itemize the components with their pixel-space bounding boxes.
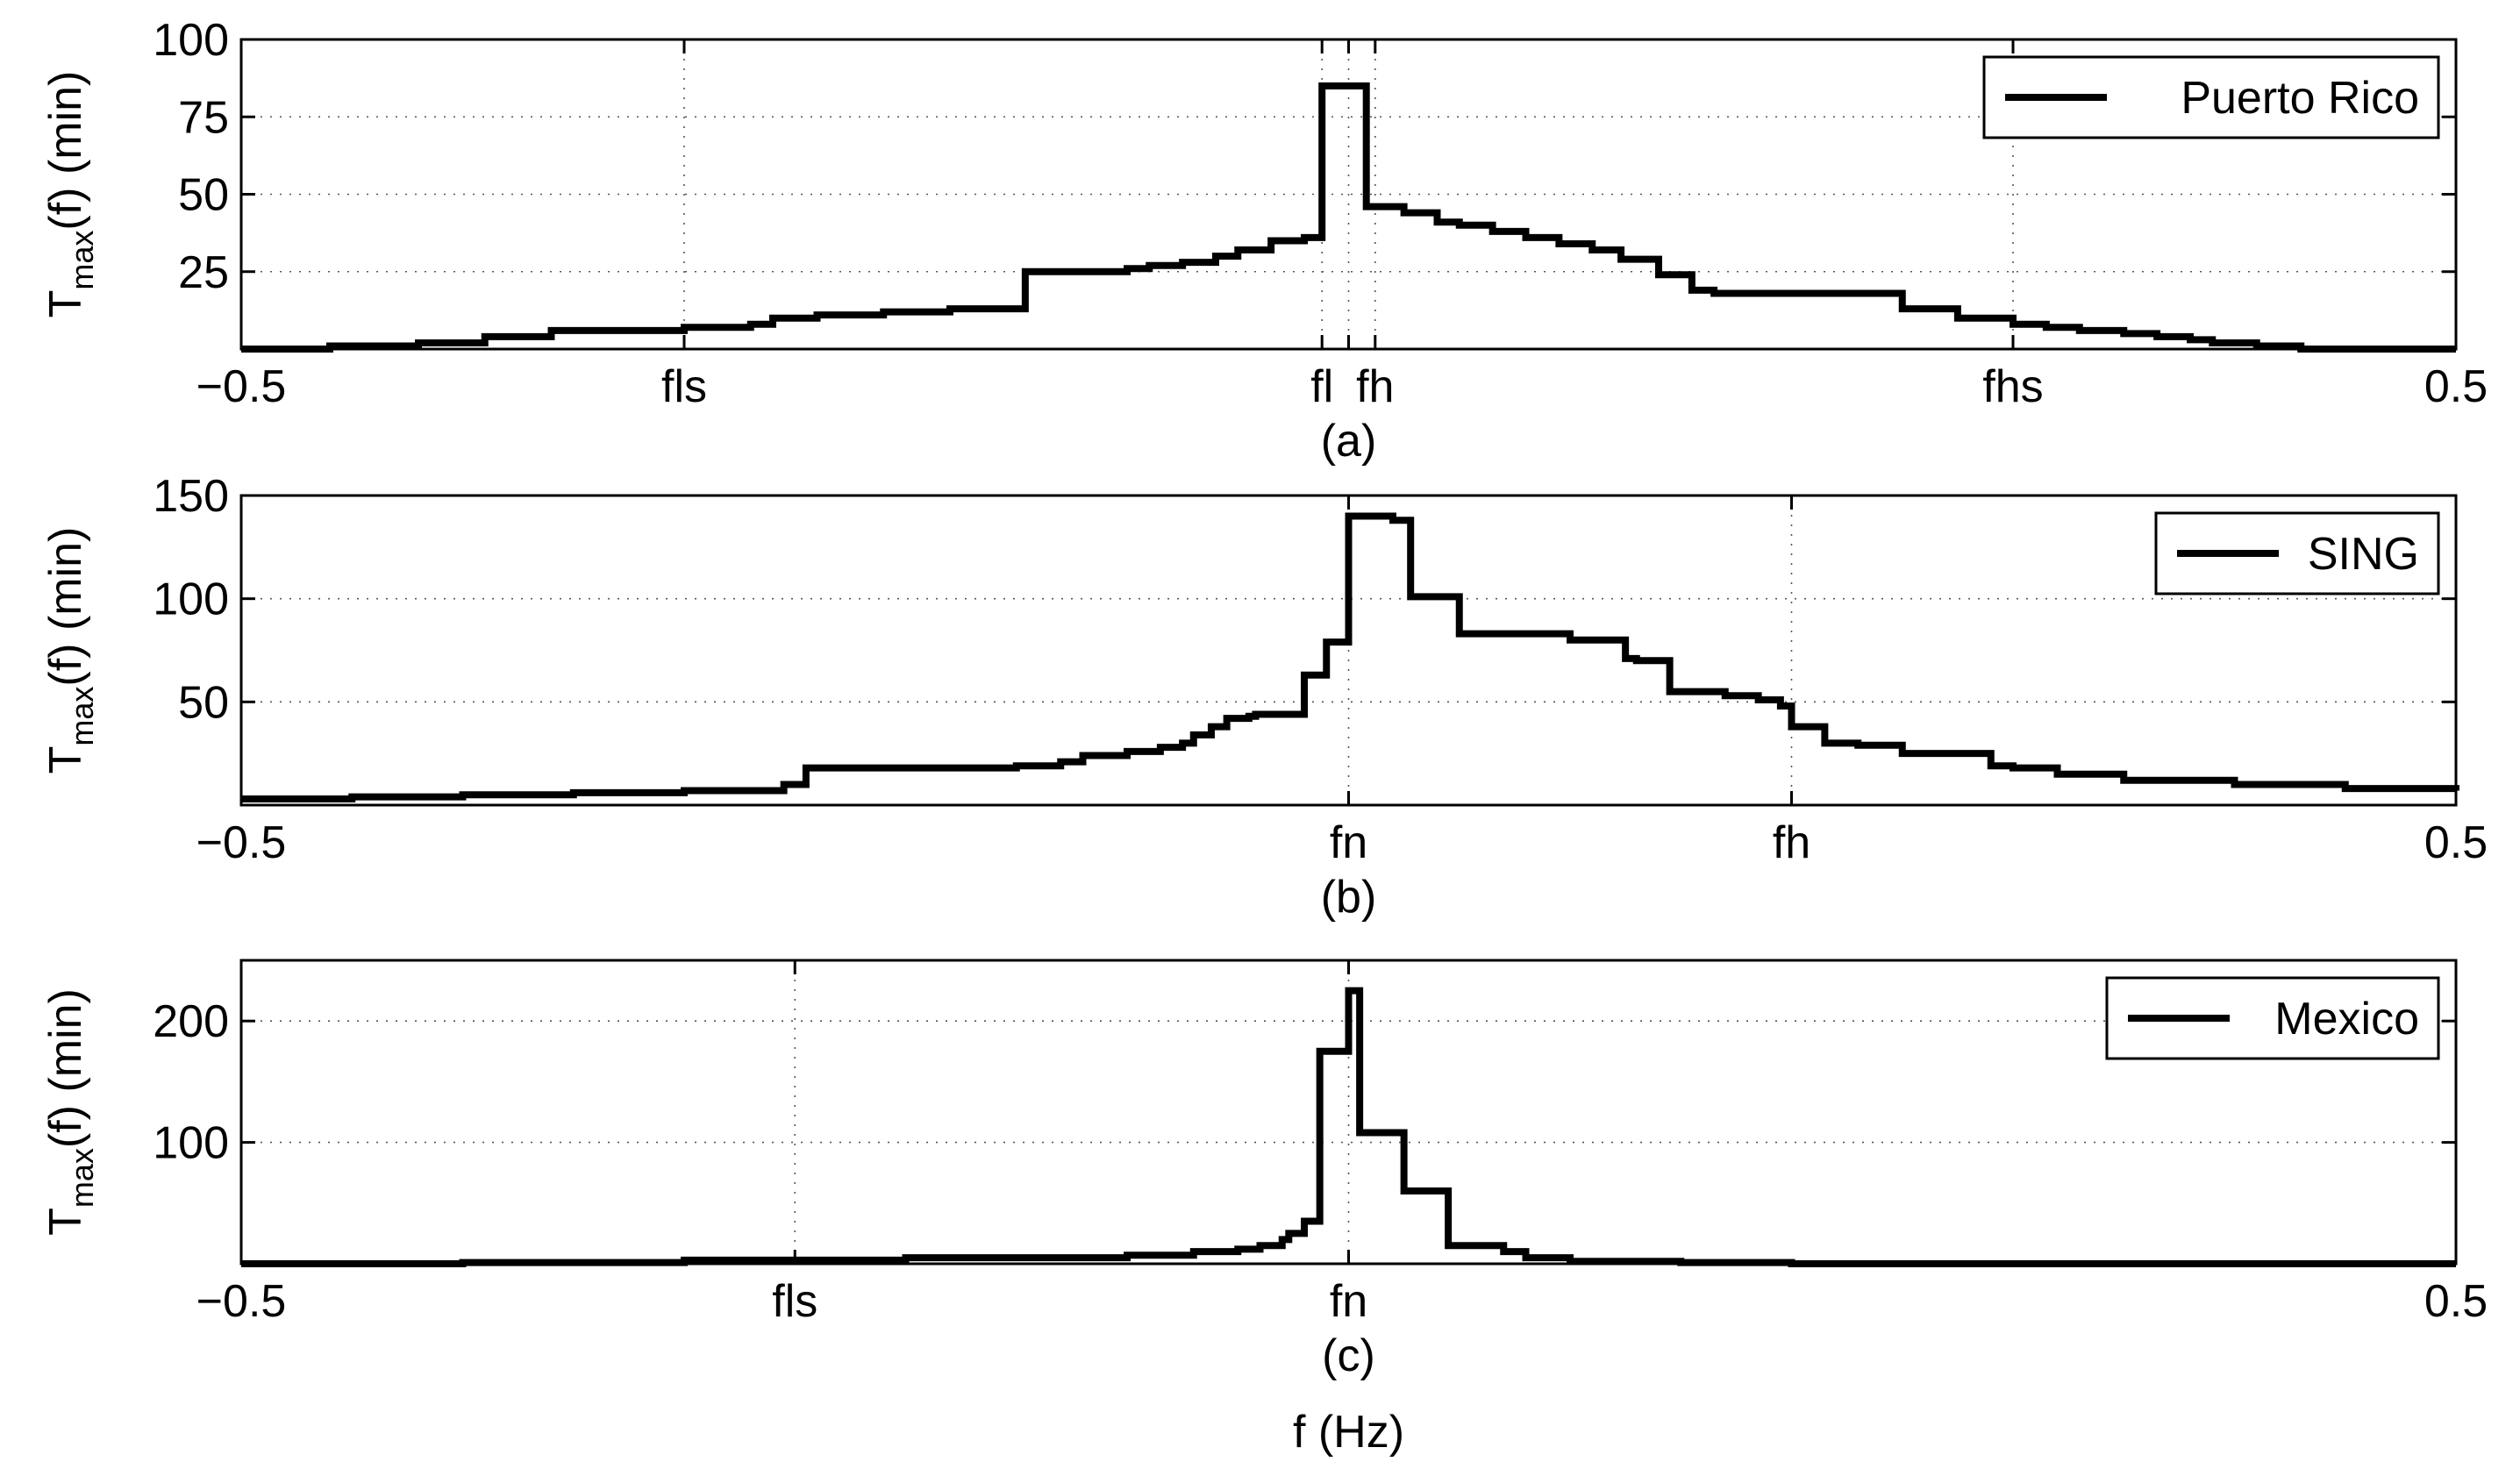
x-tick-label: 0.5 — [2424, 361, 2488, 412]
x-tick-label: fhs — [1982, 361, 2043, 412]
x-tick-label: fh — [1356, 361, 1394, 412]
series-line-puerto-rico — [241, 82, 2456, 353]
x-axis-label: f (Hz) — [1293, 1407, 1404, 1458]
y-axis-label-rest: (f) (min) — [40, 527, 91, 687]
x-tick-label: fn — [1330, 1276, 1367, 1327]
y-tick-label: 50 — [178, 170, 229, 221]
y-tick-label: 100 — [153, 1118, 229, 1169]
x-tick-label: fls — [661, 361, 707, 412]
series-line-mexico — [241, 987, 2456, 1267]
y-axis-label: Tmax(f) (min) — [40, 988, 100, 1236]
x-tick-label: 0.5 — [2424, 817, 2488, 868]
y-axis-label-main: T — [40, 290, 91, 318]
y-axis-label-subscript: max — [64, 1148, 100, 1208]
y-tick-label: 200 — [153, 996, 229, 1047]
x-tick-label: fn — [1330, 817, 1367, 868]
legend-entry: Puerto Rico — [2181, 73, 2419, 124]
x-tick-label: fl — [1310, 361, 1333, 412]
panel-label: (b) — [1321, 872, 1377, 923]
y-axis-label-subscript: max — [64, 687, 100, 746]
legend-box — [2154, 511, 2440, 595]
legend: Puerto Rico — [1982, 55, 2440, 139]
y-axis-label-main: T — [40, 746, 91, 774]
legend-entry: Mexico — [2274, 994, 2419, 1045]
y-tick-label: 25 — [178, 247, 229, 298]
x-tick-label: −0.5 — [196, 361, 287, 412]
y-tick-label: 150 — [153, 471, 229, 522]
y-tick-label: 100 — [153, 574, 229, 625]
y-tick-label: 50 — [178, 677, 229, 728]
x-tick-label: 0.5 — [2424, 1276, 2488, 1327]
x-tick-label: −0.5 — [196, 1276, 287, 1327]
y-axis-label: Tmax(f) (min) — [40, 527, 100, 774]
y-axis-label-rest: (f) (min) — [40, 988, 91, 1148]
chart-panel-1: −0.5 fn fh 0.5 50 100 150 Tmax(f) (min) (b) SING — [40, 471, 2488, 923]
legend: Mexico — [2105, 976, 2440, 1060]
series-line-sing — [241, 512, 2459, 802]
panel-label: (c) — [1322, 1330, 1375, 1381]
legend: SING — [2154, 511, 2440, 595]
panel-label: (a) — [1321, 416, 1377, 467]
y-tick-label: 100 — [153, 15, 229, 66]
y-axis-label: Tmax(f) (min) — [40, 71, 100, 318]
y-axis-label-rest: (f) (min) — [40, 71, 91, 231]
chart-panel-2: −0.5 fls fn 0.5 100 200 Tmax(f) (min) (c) Mexico — [40, 959, 2488, 1381]
y-tick-label: 75 — [178, 92, 229, 143]
legend-entry: SING — [2308, 529, 2419, 580]
y-axis-label-main: T — [40, 1208, 91, 1236]
x-tick-label: fh — [1773, 817, 1810, 868]
y-axis-label-subscript: max — [64, 231, 100, 290]
x-tick-label: −0.5 — [196, 817, 287, 868]
x-tick-label: fls — [772, 1276, 817, 1327]
